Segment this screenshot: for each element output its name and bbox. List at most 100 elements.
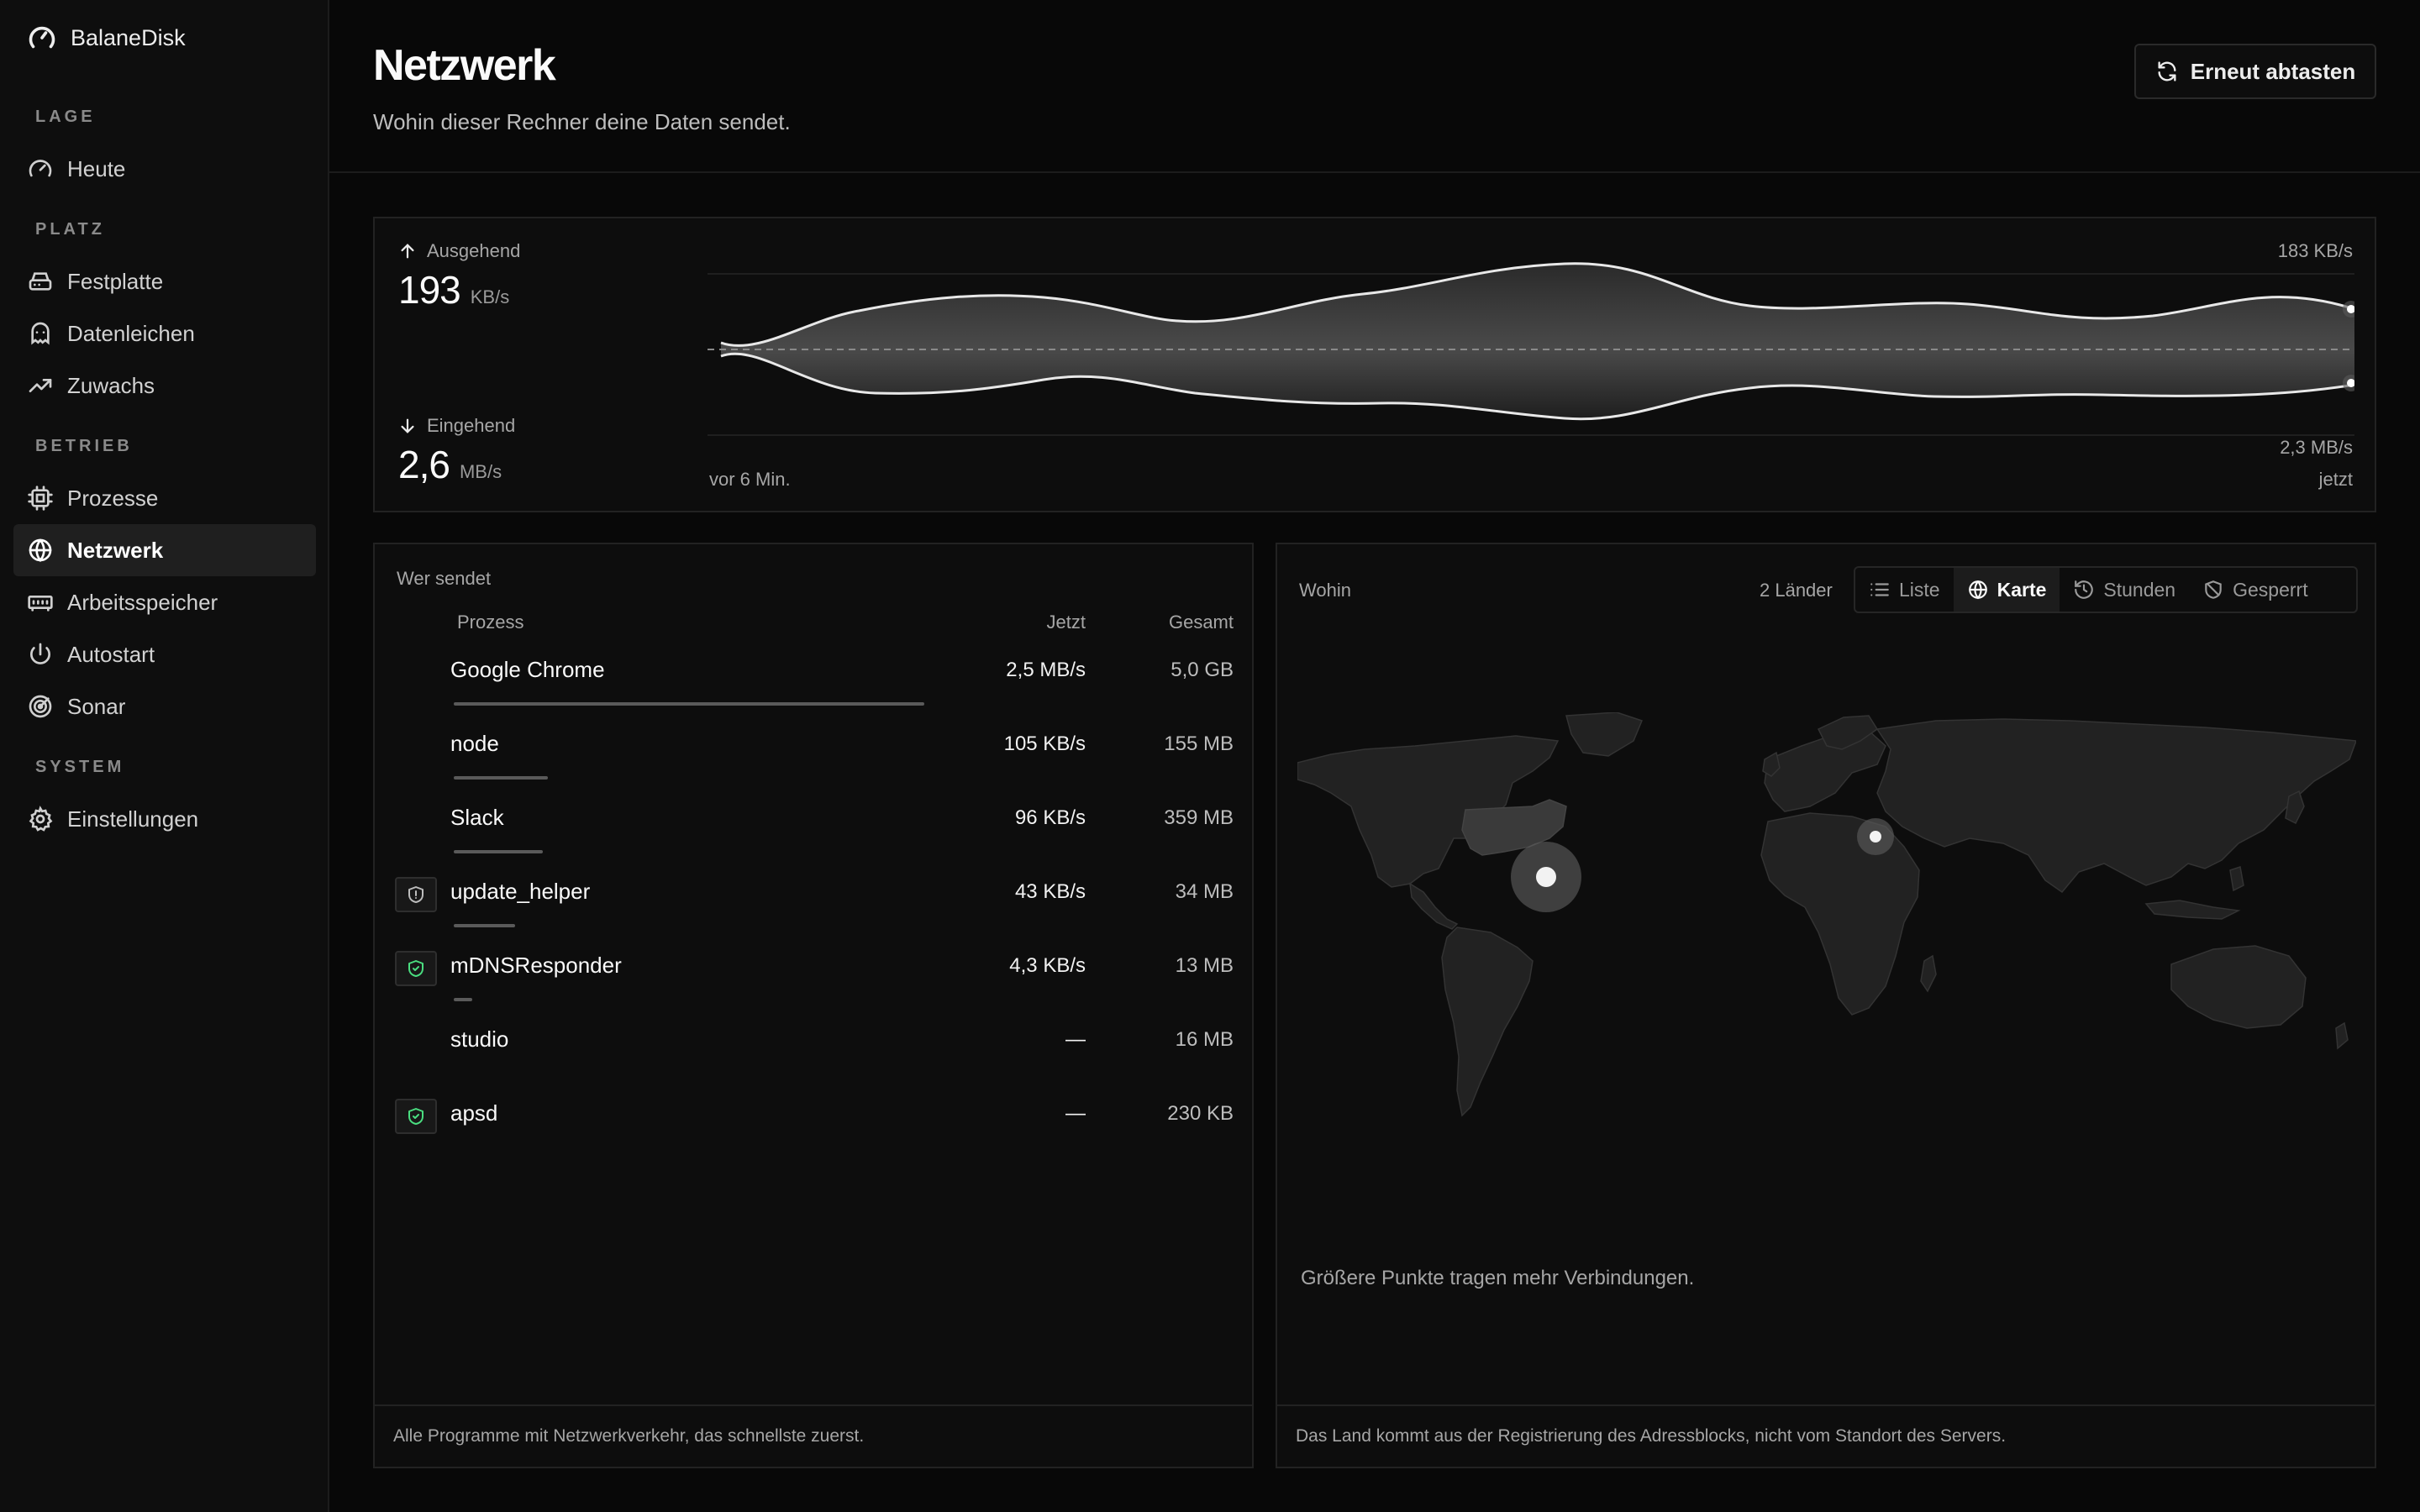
brand[interactable]: BalaneDisk xyxy=(27,20,186,55)
sidebar-item-festplatte[interactable]: Festplatte xyxy=(13,255,316,307)
japan-shape xyxy=(2285,790,2305,825)
process-total: 230 KB xyxy=(1167,1102,1234,1125)
incoming-area xyxy=(721,349,2354,419)
process-name: Slack xyxy=(450,805,504,830)
rescan-label: Erneut abtasten xyxy=(2190,58,2356,84)
section-label-betrieb: BETRIEB xyxy=(35,437,133,455)
section-label-system: SYSTEM xyxy=(35,758,125,776)
process-badge[interactable] xyxy=(395,951,437,986)
globe-icon xyxy=(29,538,52,563)
process-share-bar xyxy=(454,924,515,927)
north-america-shape xyxy=(1297,735,1560,888)
shield-check-icon xyxy=(408,1108,424,1125)
tab-label: Liste xyxy=(1899,578,1940,601)
sidebar: BalaneDisk LAGE Heute PLATZ Festplatte D… xyxy=(0,0,329,1512)
process-row[interactable]: apsd — 230 KB xyxy=(375,1084,1252,1158)
process-badge[interactable] xyxy=(395,1099,437,1134)
gauge-icon xyxy=(29,160,52,177)
process-row[interactable]: Google Chrome 2,5 MB/s 5,0 GB xyxy=(375,640,1252,714)
process-row[interactable]: Slack 96 KB/s 359 MB xyxy=(375,788,1252,862)
central-america-shape xyxy=(1409,882,1459,930)
sidebar-item-label: Prozesse xyxy=(67,485,159,511)
tab-stunden[interactable]: Stunden xyxy=(2060,568,2189,612)
process-row[interactable]: mDNSResponder 4,3 KB/s 13 MB xyxy=(375,936,1252,1010)
process-name: apsd xyxy=(450,1100,498,1126)
outgoing-label-text: Ausgehend xyxy=(427,240,521,261)
section-label-lage: LAGE xyxy=(35,108,96,126)
south-america-shape xyxy=(1441,927,1534,1117)
column-header-total[interactable]: Gesamt xyxy=(1168,612,1234,633)
sidebar-item-arbeitsspeicher[interactable]: Arbeitsspeicher xyxy=(13,576,316,628)
process-share-bar xyxy=(454,776,548,780)
page-subtitle: Wohin dieser Rechner deine Daten sendet. xyxy=(373,109,791,134)
process-row[interactable]: update_helper 43 KB/s 34 MB xyxy=(375,862,1252,936)
country-count: 2 Länder xyxy=(1760,580,1833,601)
sidebar-item-label: Arbeitsspeicher xyxy=(67,589,218,615)
madagascar-shape xyxy=(1920,954,1937,993)
sidebar-item-netzwerk[interactable]: Netzwerk xyxy=(13,524,316,576)
process-badge[interactable] xyxy=(395,877,437,912)
incoming-line xyxy=(720,352,2354,421)
trending-up-icon xyxy=(29,379,52,392)
tab-gesperrt[interactable]: Gesperrt xyxy=(2189,568,2321,612)
process-row[interactable]: studio — 16 MB xyxy=(375,1010,1252,1084)
sidebar-item-zuwachs[interactable]: Zuwachs xyxy=(13,360,316,412)
process-rate: — xyxy=(1065,1028,1086,1051)
outgoing-number: 193 xyxy=(398,268,461,312)
arrow-down-icon xyxy=(401,418,414,433)
rescan-button[interactable]: Erneut abtasten xyxy=(2134,44,2376,99)
process-name: node xyxy=(450,731,499,756)
ghost-icon xyxy=(31,322,50,345)
process-total: 155 MB xyxy=(1164,732,1234,755)
uk-shape xyxy=(1762,751,1781,777)
destination-panel-title: Wohin xyxy=(1299,580,1351,601)
destination-panel: Wohin 2 Länder Liste Karte Stunden Gespe… xyxy=(1276,543,2376,1468)
sidebar-item-label: Einstellungen xyxy=(67,806,199,832)
process-rate: 43 KB/s xyxy=(1014,880,1086,903)
process-total: 13 MB xyxy=(1175,954,1234,977)
outgoing-value: 193 KB/s xyxy=(398,267,509,312)
tab-karte[interactable]: Karte xyxy=(1953,568,2060,612)
sidebar-item-label: Autostart xyxy=(67,641,155,667)
world-landmass xyxy=(1297,712,2356,1117)
column-header-name[interactable]: Prozess xyxy=(457,612,524,633)
tab-label: Karte xyxy=(1996,578,2047,601)
process-rate: 4,3 KB/s xyxy=(1009,954,1086,977)
sidebar-item-label: Datenleichen xyxy=(67,320,195,346)
outgoing-end-dot xyxy=(2347,305,2354,313)
process-total: 359 MB xyxy=(1164,806,1234,829)
incoming-number: 2,6 xyxy=(398,443,450,486)
sidebar-item-heute[interactable]: Heute xyxy=(13,143,316,195)
app-name: BalaneDisk xyxy=(71,24,186,50)
tab-liste[interactable]: Liste xyxy=(1855,568,1954,612)
cpu-icon xyxy=(28,486,53,511)
refresh-icon xyxy=(2158,61,2176,81)
sidebar-item-label: Sonar xyxy=(67,693,126,719)
traffic-chart xyxy=(708,262,2354,436)
greenland-shape xyxy=(1565,712,1644,757)
blocked-shield-icon xyxy=(2205,580,2222,599)
sidebar-item-datenleichen[interactable]: Datenleichen xyxy=(13,307,316,360)
sidebar-item-autostart[interactable]: Autostart xyxy=(13,628,316,680)
header-divider xyxy=(329,171,2420,173)
sidebar-item-prozesse[interactable]: Prozesse xyxy=(13,472,316,524)
outgoing-unit: KB/s xyxy=(470,286,510,307)
tab-label: Gesperrt xyxy=(2233,578,2308,601)
sidebar-item-sonar[interactable]: Sonar xyxy=(13,680,316,732)
process-share-bar xyxy=(454,998,472,1001)
process-row[interactable]: node 105 KB/s 155 MB xyxy=(375,714,1252,788)
destination-panel-footer: Das Land kommt aus der Registrierung des… xyxy=(1277,1404,2375,1467)
process-rate: 96 KB/s xyxy=(1014,806,1086,829)
incoming-label: Eingehend xyxy=(398,415,515,437)
peak-out-label: 183 KB/s xyxy=(2277,240,2353,261)
incoming-end-dot xyxy=(2347,379,2354,387)
australia-shape xyxy=(2170,945,2307,1029)
outgoing-line xyxy=(720,262,2354,347)
traffic-panel: Ausgehend 193 KB/s Eingehend 2,6 MB/s 18… xyxy=(373,217,2376,512)
sidebar-item-einstellungen[interactable]: Einstellungen xyxy=(13,793,316,845)
process-name: Google Chrome xyxy=(450,657,605,682)
process-share-bar xyxy=(454,702,924,706)
column-header-now[interactable]: Jetzt xyxy=(1046,612,1086,633)
shield-icon xyxy=(408,886,424,903)
hard-drive-icon xyxy=(29,272,52,291)
